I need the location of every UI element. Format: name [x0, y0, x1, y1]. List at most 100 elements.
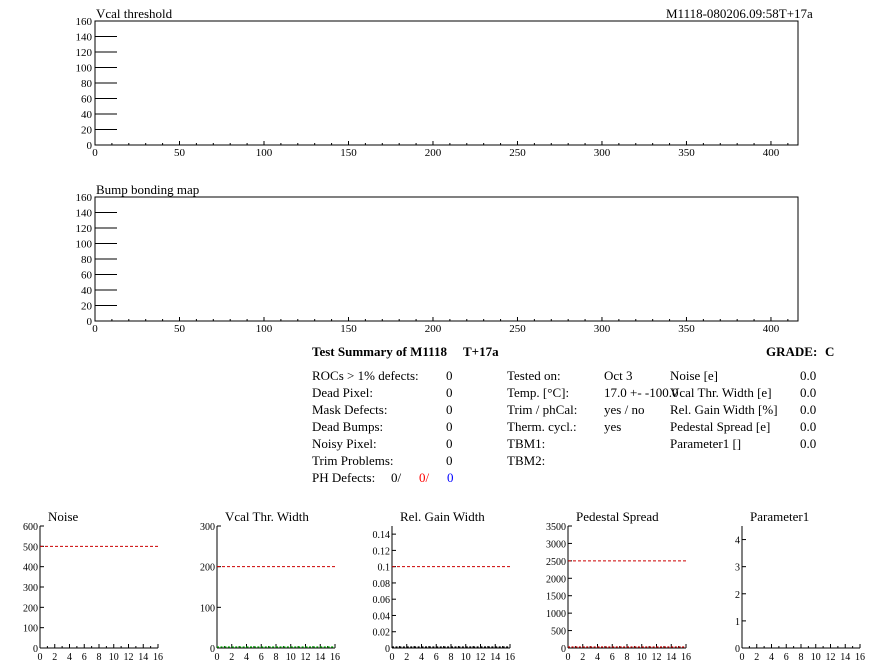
x-tick-label: 6 — [434, 652, 439, 663]
y-tick-label: 120 — [76, 223, 93, 235]
x-tick-label: 16 — [681, 652, 691, 663]
metric-row-label: Pedestal Spread [e] — [670, 419, 771, 434]
x-tick-label: 10 — [286, 652, 296, 663]
x-tick-label: 14 — [840, 652, 850, 663]
x-tick-label: 12 — [826, 652, 836, 663]
x-tick-label: 400 — [763, 147, 780, 159]
y-tick-label: 0.06 — [373, 595, 391, 606]
y-tick-label: 0 — [87, 140, 93, 152]
y-tick-label: 2 — [735, 590, 740, 601]
y-tick-label: 0.08 — [373, 579, 391, 590]
ph-defects-value-3: 0 — [447, 470, 454, 485]
map-frame — [94, 196, 799, 322]
x-tick-label: 14 — [666, 652, 676, 663]
y-tick-label: 2500 — [546, 557, 566, 568]
x-tick-label: 8 — [625, 652, 630, 663]
x-tick-label: 250 — [509, 323, 526, 335]
defect-row-value: 0 — [446, 385, 453, 400]
metric-row-label: Parameter1 [] — [670, 436, 742, 451]
y-tick-label: 0 — [87, 316, 93, 328]
info-row-label: Tested on: — [507, 368, 561, 383]
x-tick-label: 16 — [153, 652, 163, 663]
x-tick-label: 200 — [425, 323, 442, 335]
y-tick-label: 20 — [81, 125, 93, 137]
ph-defects-value-1: 0/ — [391, 470, 402, 485]
x-tick-label: 2 — [52, 652, 57, 663]
defect-row-label: Mask Defects: — [312, 402, 388, 417]
x-tick-label: 6 — [259, 652, 264, 663]
x-tick-label: 8 — [799, 652, 804, 663]
x-tick-label: 300 — [594, 147, 611, 159]
defect-row-value: 0 — [446, 419, 453, 434]
y-tick-label: 3500 — [546, 522, 566, 533]
x-tick-label: 14 — [138, 652, 148, 663]
grade-value: C — [825, 344, 835, 359]
y-tick-label: 40 — [81, 285, 93, 297]
y-tick-label: 120 — [76, 47, 93, 59]
y-tick-label: 100 — [76, 63, 93, 75]
histogram-title: Pedestal Spread — [576, 509, 659, 524]
y-tick-label: 300 — [200, 522, 215, 533]
y-tick-label: 0 — [385, 644, 390, 655]
y-tick-label: 1500 — [546, 592, 566, 603]
defect-row-label: Noisy Pixel: — [312, 436, 377, 451]
metric-row-value: 0.0 — [800, 385, 817, 400]
y-tick-label: 0 — [210, 644, 215, 655]
metric-row-value: 0.0 — [800, 402, 817, 417]
metric-row-value: 0.0 — [800, 436, 817, 451]
y-tick-label: 3 — [735, 563, 740, 574]
metric-row-label: Rel. Gain Width [%] — [670, 402, 778, 417]
map-frame — [94, 20, 799, 146]
y-tick-label: 200 — [200, 563, 215, 574]
info-row-label: Therm. cycl.: — [507, 419, 577, 434]
x-tick-label: 4 — [595, 652, 600, 663]
x-tick-label: 400 — [763, 323, 780, 335]
x-tick-label: 16 — [330, 652, 340, 663]
x-tick-label: 6 — [610, 652, 615, 663]
y-tick-label: 600 — [23, 522, 38, 533]
x-tick-label: 150 — [340, 323, 357, 335]
y-tick-label: 0 — [735, 644, 740, 655]
x-tick-label: 14 — [315, 652, 325, 663]
metric-row-value: 0.0 — [800, 419, 817, 434]
x-tick-label: 10 — [461, 652, 471, 663]
y-tick-label: 500 — [551, 627, 566, 638]
x-tick-label: 12 — [652, 652, 662, 663]
x-tick-label: 12 — [124, 652, 134, 663]
x-tick-label: 12 — [301, 652, 311, 663]
map-title: Vcal threshold — [96, 6, 173, 21]
defect-row-value: 0 — [446, 402, 453, 417]
bump-bonding-map: Bump bonding map 0 20 40 60 80 100 120 140 160 0 50… — [76, 182, 799, 335]
y-tick-label: 40 — [81, 109, 93, 121]
x-tick-label: 250 — [509, 147, 526, 159]
y-tick-label: 4 — [735, 536, 740, 547]
y-tick-label: 20 — [81, 301, 93, 313]
y-tick-label: 100 — [200, 603, 215, 614]
run-id-label: M1118-080206.09:58T+17a — [666, 6, 813, 21]
info-row-value: yes / no — [604, 402, 645, 417]
y-tick-label: 3000 — [546, 539, 566, 550]
summary-title: Test Summary of M1118 — [312, 344, 447, 359]
x-tick-label: 300 — [594, 323, 611, 335]
x-tick-label: 14 — [490, 652, 500, 663]
info-row-label: Temp. [°C]: — [507, 385, 570, 400]
y-tick-label: 80 — [81, 78, 93, 90]
info-row-value: yes — [604, 419, 622, 434]
info-row-label: Trim / phCal: — [507, 402, 578, 417]
x-tick-label: 4 — [769, 652, 774, 663]
metric-row-label: Vcal Thr. Width [e] — [670, 385, 772, 400]
x-tick-label: 100 — [256, 323, 273, 335]
x-tick-label: 6 — [82, 652, 87, 663]
vcal-threshold-map: Vcal threshold 0 20 40 60 80 100 120 140 160 0 50 10… — [76, 6, 799, 159]
histogram-title: Noise — [48, 509, 79, 524]
x-tick-label: 8 — [449, 652, 454, 663]
info-row-value: 17.0 +- -100.0 — [604, 385, 679, 400]
x-tick-label: 10 — [109, 652, 119, 663]
map-title: Bump bonding map — [96, 182, 199, 197]
ph-defects-label: PH Defects: — [312, 470, 376, 485]
y-tick-label: 1 — [735, 617, 740, 628]
x-tick-label: 8 — [274, 652, 279, 663]
x-tick-label: 4 — [244, 652, 249, 663]
defect-row-value: 0 — [446, 453, 453, 468]
